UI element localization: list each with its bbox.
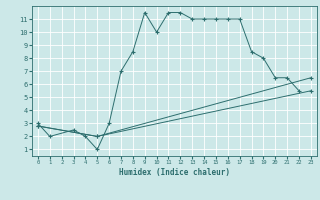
X-axis label: Humidex (Indice chaleur): Humidex (Indice chaleur) bbox=[119, 168, 230, 177]
